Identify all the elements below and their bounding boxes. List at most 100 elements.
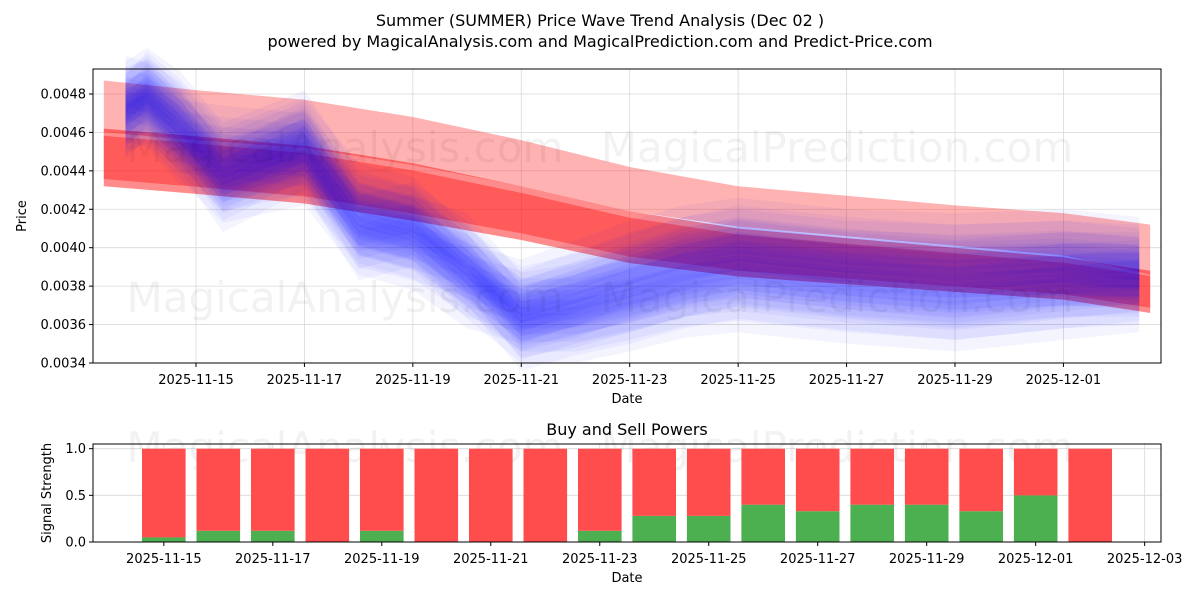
signal-x-tick-label: 2025-11-21 xyxy=(453,552,529,567)
price-wave-3 xyxy=(125,67,1140,346)
signal-bars xyxy=(142,448,1112,542)
trend-band-2 xyxy=(103,135,1151,308)
watermark-analysis-1: MagicalAnalysis.com xyxy=(127,123,564,172)
signal-plot-frame xyxy=(92,443,1162,543)
trend-bands xyxy=(103,80,1151,313)
sell-bar xyxy=(795,448,840,512)
price-wave-2 xyxy=(125,55,1140,371)
sell-bar xyxy=(305,448,350,542)
signal-x-tick-label: 2025-11-19 xyxy=(344,552,420,567)
price-y-tick-label: 0.0046 xyxy=(41,126,87,141)
price-wave-3 xyxy=(125,84,1140,329)
sell-bar xyxy=(578,448,622,531)
price-wave-1 xyxy=(125,82,1140,329)
chart-subtitle: powered by MagicalAnalysis.com and Magic… xyxy=(267,32,932,51)
buy-bar xyxy=(795,511,840,542)
price-watermarks: MagicalAnalysis.com MagicalPrediction.co… xyxy=(127,123,1074,322)
price-y-tick-label: 0.0034 xyxy=(41,357,87,372)
price-wave-4 xyxy=(125,80,1140,323)
sell-bar xyxy=(1068,448,1112,542)
price-x-tick-label: 2025-11-23 xyxy=(592,373,668,388)
price-wave-5 xyxy=(125,80,1140,323)
buy-bar xyxy=(142,537,186,542)
sell-bar xyxy=(1013,448,1058,496)
watermark-prediction-2: MagicalPrediction.com xyxy=(601,273,1074,322)
sell-bar xyxy=(686,448,731,516)
price-wave-4 xyxy=(125,86,1140,317)
signal-chart: Buy and Sell Powers MagicalAnalysis.com … xyxy=(40,420,1182,586)
price-x-tick-label: 2025-11-21 xyxy=(484,373,560,388)
buy-bar xyxy=(578,530,622,542)
buy-bar xyxy=(360,530,404,542)
price-wave-2 xyxy=(125,76,1140,350)
signal-x-tick-label: 2025-12-03 xyxy=(1107,552,1183,567)
sell-bar xyxy=(469,448,513,542)
price-plot-frame xyxy=(92,68,1162,364)
signal-y-tick-label: 0.5 xyxy=(65,489,86,504)
price-x-tick-label: 2025-12-01 xyxy=(1026,373,1102,388)
buy-bar xyxy=(1013,495,1058,542)
sell-bar xyxy=(523,448,568,542)
price-wave-5 xyxy=(125,59,1140,344)
sell-bar xyxy=(360,448,404,531)
price-x-tick-label: 2025-11-19 xyxy=(375,373,451,388)
price-x-tick-label: 2025-11-17 xyxy=(267,373,343,388)
price-y-axis-label: Price xyxy=(15,200,30,232)
price-wave-4 xyxy=(125,63,1140,340)
signal-x-tick-label: 2025-11-17 xyxy=(235,552,311,567)
sell-bar xyxy=(904,448,949,505)
buy-bar xyxy=(686,515,731,542)
signal-x-tick-label: 2025-11-27 xyxy=(780,552,856,567)
signal-y-axis-label: Signal Strength xyxy=(40,443,55,543)
buy-bar xyxy=(904,504,949,542)
sell-bar xyxy=(251,448,295,531)
signal-axes: 2025-11-15 2025-11-17 2025-11-19 2025-11-21… xyxy=(65,442,1182,567)
signal-y-tick-label: 0.0 xyxy=(65,536,86,551)
signal-chart-title: Buy and Sell Powers xyxy=(546,420,708,439)
sell-bar xyxy=(142,448,186,538)
price-plot-area xyxy=(93,69,1161,363)
signal-x-tick-label: 2025-11-23 xyxy=(562,552,638,567)
buy-bar xyxy=(251,530,295,542)
signal-x-tick-label: 2025-11-29 xyxy=(889,552,965,567)
signal-x-tick-label: 2025-11-15 xyxy=(126,552,202,567)
price-wave-5 xyxy=(125,70,1140,333)
sell-bar xyxy=(414,448,459,542)
sell-bar xyxy=(741,448,785,505)
signal-x-tick-label: 2025-12-01 xyxy=(998,552,1074,567)
watermark-prediction-1: MagicalPrediction.com xyxy=(601,123,1074,172)
price-y-tick-label: 0.0048 xyxy=(41,87,87,102)
sell-bar xyxy=(959,448,1003,512)
price-wave-5 xyxy=(125,94,1140,310)
sell-bar xyxy=(850,448,894,505)
price-wave-1 xyxy=(125,76,1140,335)
chart-title: Summer (SUMMER) Price Wave Trend Analysi… xyxy=(376,11,824,30)
watermark-analysis-2: MagicalAnalysis.com xyxy=(127,273,564,322)
signal-x-axis-label: Date xyxy=(611,571,642,586)
price-x-tick-label: 2025-11-15 xyxy=(158,373,234,388)
price-x-tick-label: 2025-11-27 xyxy=(809,373,885,388)
price-y-tick-label: 0.0036 xyxy=(41,318,87,333)
price-x-tick-label: 2025-11-25 xyxy=(700,373,776,388)
buy-bar xyxy=(196,530,241,542)
sell-bar xyxy=(632,448,676,516)
price-x-axis-label: Date xyxy=(611,392,642,407)
price-wave-2 xyxy=(125,67,1140,360)
price-y-tick-label: 0.0040 xyxy=(41,241,87,256)
price-wave-3 xyxy=(125,76,1140,337)
price-waves xyxy=(125,47,1140,371)
price-y-tick-label: 0.0038 xyxy=(41,280,87,295)
sell-bar xyxy=(196,448,241,531)
price-x-tick-label: 2025-11-29 xyxy=(917,373,993,388)
trend-band-1 xyxy=(103,80,1151,275)
price-wave-1 xyxy=(125,47,1140,364)
price-wave-2 xyxy=(125,84,1140,342)
signal-x-tick-label: 2025-11-25 xyxy=(671,552,747,567)
signal-y-tick-label: 1.0 xyxy=(65,442,86,457)
price-wave-3 xyxy=(125,55,1140,358)
price-y-tick-label: 0.0042 xyxy=(41,203,87,218)
price-y-tick-label: 0.0044 xyxy=(41,164,87,179)
trend-band-2 xyxy=(103,128,1151,313)
